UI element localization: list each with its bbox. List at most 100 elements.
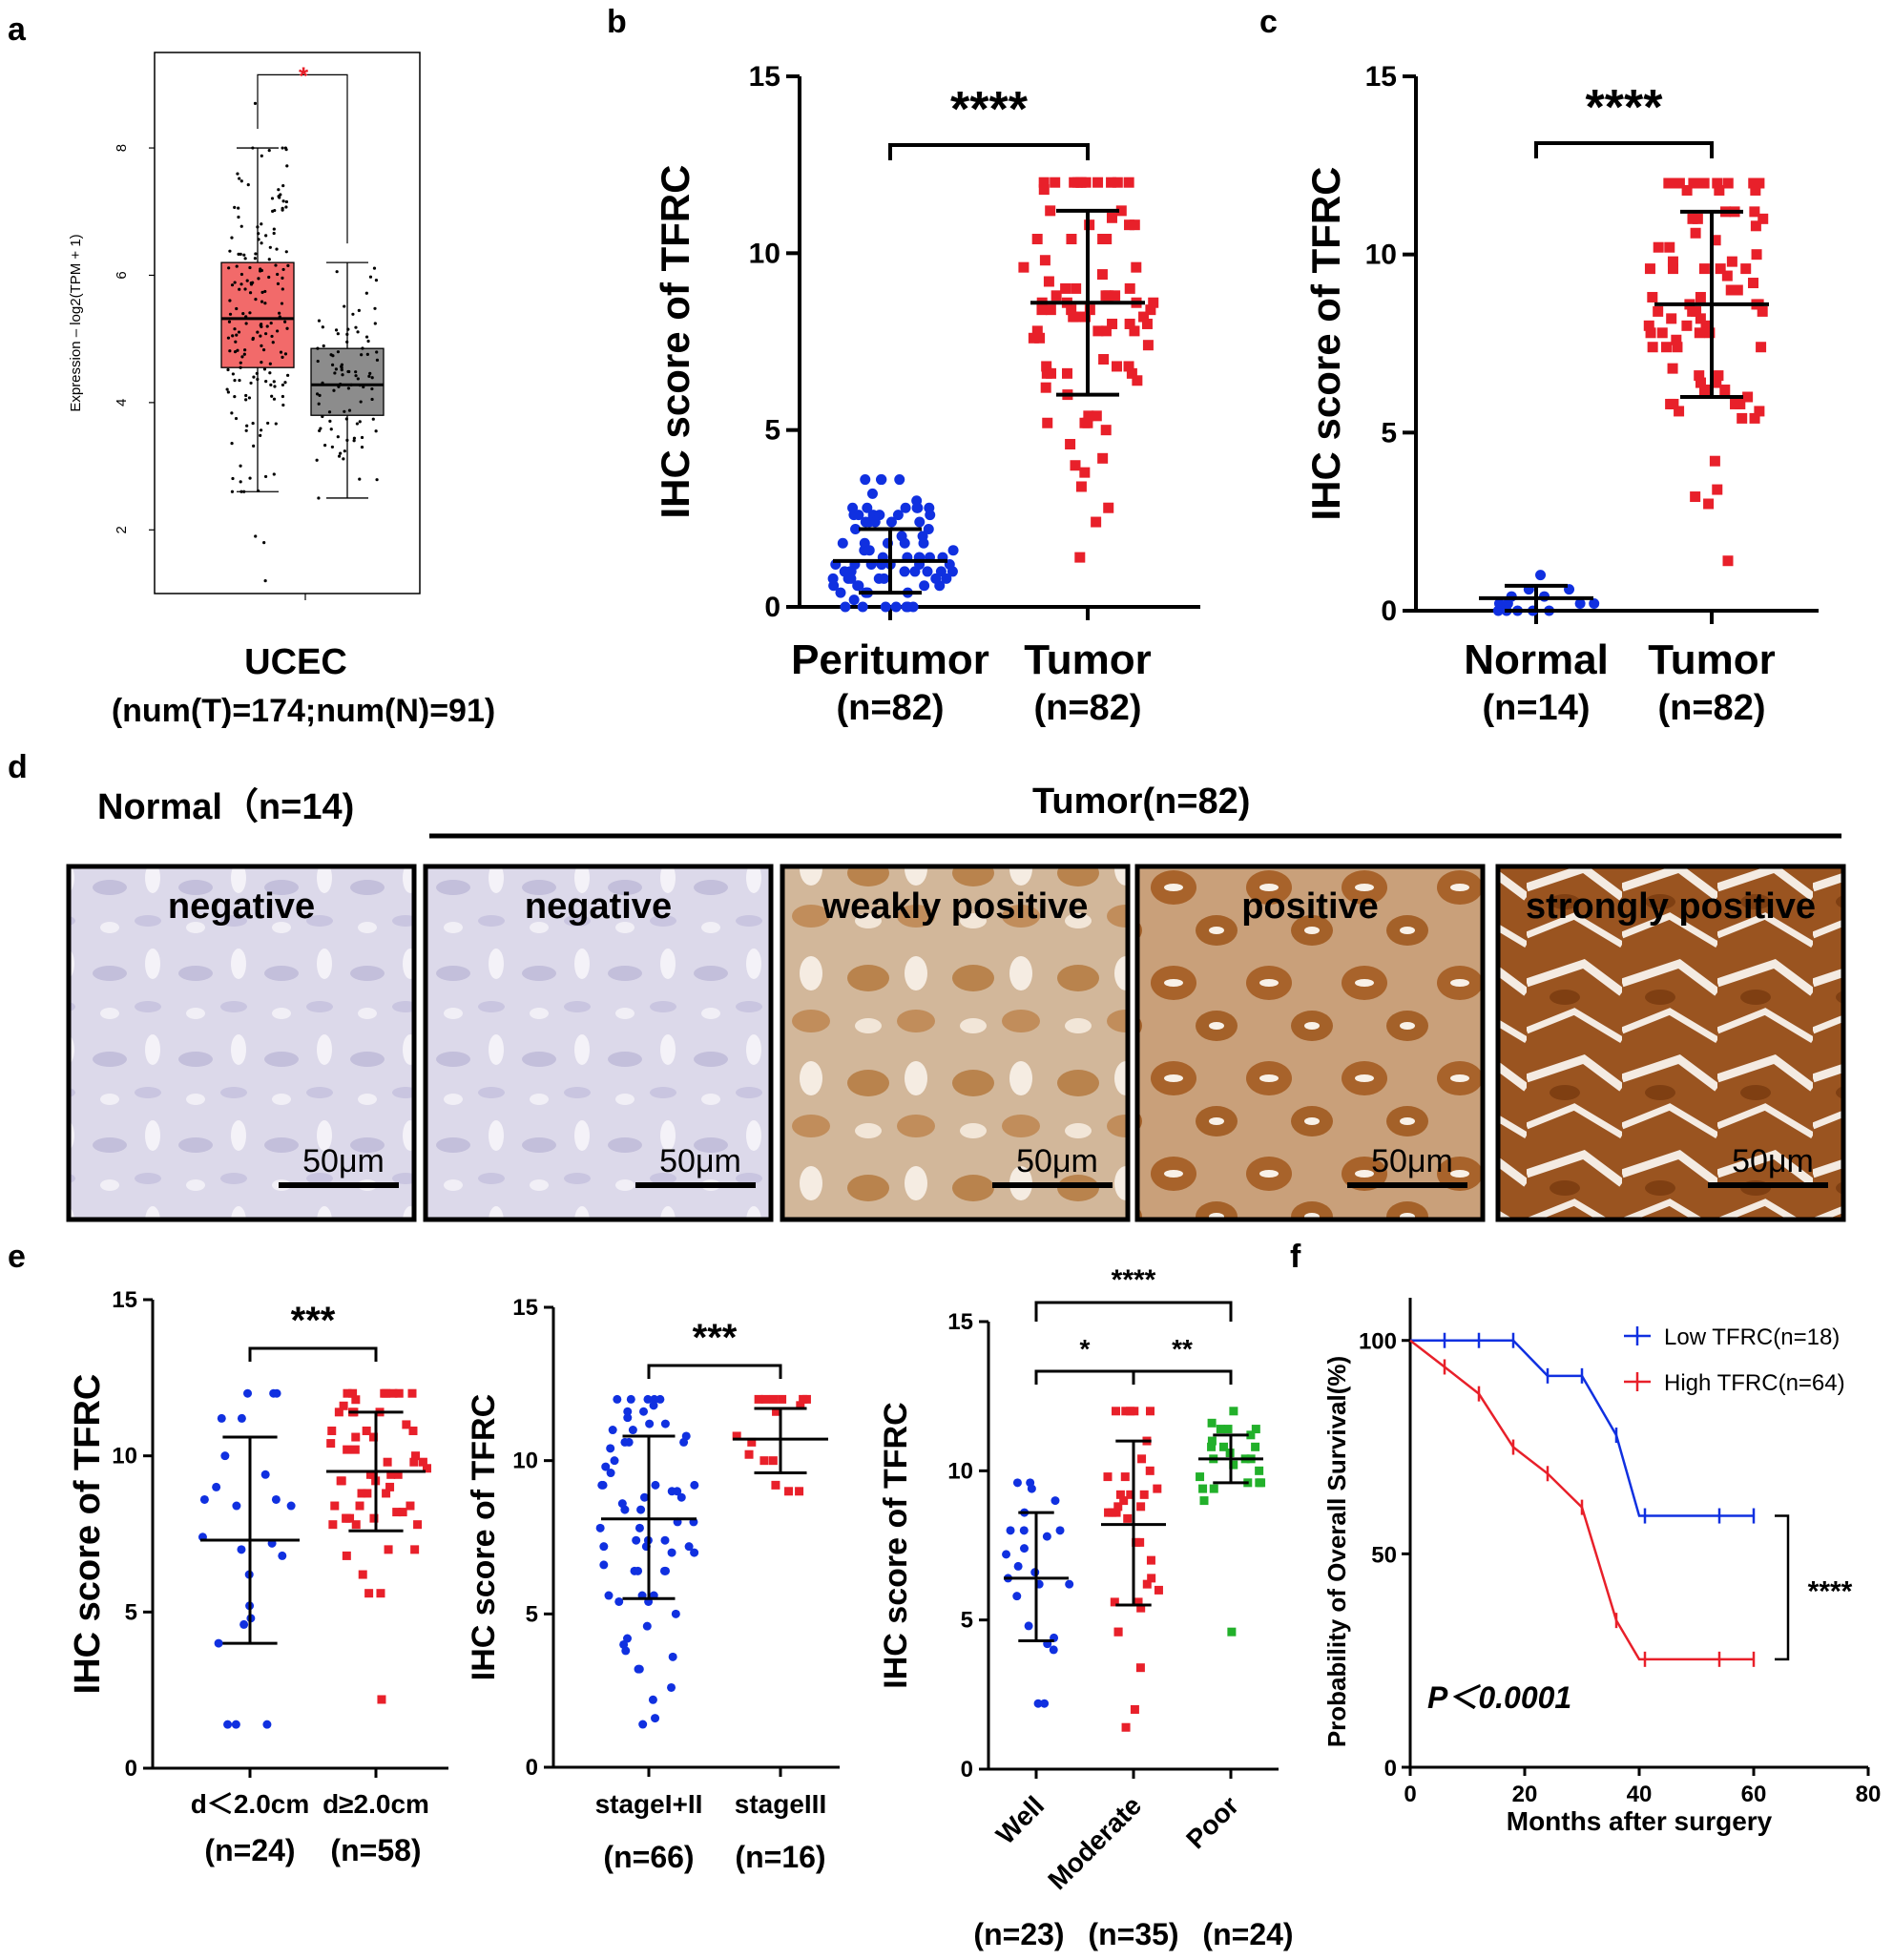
data-point (862, 502, 873, 513)
data-point (237, 206, 240, 210)
data-point (330, 1501, 340, 1511)
data-point (418, 1457, 427, 1467)
data-point (1698, 177, 1710, 189)
data-point (278, 311, 281, 315)
data-point (1668, 177, 1679, 189)
data-point (1138, 311, 1150, 323)
data-point (1129, 219, 1140, 231)
data-point (383, 1457, 392, 1467)
data-point (368, 371, 372, 375)
category-label: d≥2.0cm (322, 1789, 429, 1819)
data-point (363, 1489, 372, 1498)
data-point (1065, 1579, 1074, 1589)
data-point (1139, 1490, 1149, 1499)
outlier-point (254, 534, 258, 538)
data-point (606, 1469, 615, 1478)
data-point (271, 209, 275, 214)
scale-bar-label: 50μm (1371, 1143, 1453, 1179)
data-point (236, 348, 239, 352)
data-point (1115, 1490, 1125, 1499)
data-point (860, 516, 871, 528)
data-point (260, 1470, 270, 1479)
data-point (1535, 570, 1547, 581)
data-point (1079, 417, 1091, 428)
data-point (281, 276, 284, 281)
data-point (346, 327, 350, 331)
data-point (1643, 320, 1654, 331)
data-point (239, 224, 243, 228)
data-point (1119, 1496, 1129, 1506)
data-point (370, 376, 374, 380)
data-point (330, 363, 335, 367)
data-point (356, 330, 360, 334)
data-point (917, 531, 928, 542)
data-point (597, 1480, 607, 1490)
data-point (284, 250, 288, 254)
data-point (1110, 1597, 1119, 1607)
data-point (1055, 1526, 1065, 1535)
panel-label-b: b (607, 4, 627, 40)
data-point (270, 394, 274, 398)
data-point (1033, 1699, 1043, 1708)
data-point (342, 457, 345, 461)
data-point (1049, 1645, 1058, 1655)
data-point (242, 490, 246, 493)
data-point (370, 397, 374, 402)
data-point (274, 263, 278, 267)
significance-label: **** (1808, 1576, 1853, 1608)
data-point (286, 373, 290, 377)
y-tick-label: 0 (526, 1755, 538, 1781)
data-point (661, 1566, 671, 1575)
data-point (263, 302, 267, 305)
data-point (262, 367, 267, 371)
data-point (284, 199, 289, 204)
data-point (277, 188, 281, 192)
data-point (1079, 467, 1091, 478)
data-point (321, 325, 324, 329)
data-point (231, 476, 235, 481)
data-point (1758, 213, 1769, 224)
data-point (690, 1480, 699, 1490)
data-point (1123, 1513, 1133, 1523)
data-point (947, 545, 959, 556)
data-point (1104, 1508, 1113, 1517)
data-point (614, 1596, 624, 1606)
data-point (1742, 391, 1754, 403)
data-point (1653, 241, 1664, 253)
data-point (368, 1470, 378, 1479)
data-point (340, 365, 343, 369)
data-point (398, 1508, 407, 1517)
data-point (345, 340, 349, 344)
data-point (911, 495, 923, 507)
data-point (668, 1652, 677, 1661)
y-tick-label: 15 (749, 61, 780, 93)
data-point (885, 516, 897, 528)
data-point (226, 367, 230, 372)
data-point (364, 335, 369, 339)
data-point (1750, 220, 1761, 232)
data-point (251, 337, 255, 342)
significance-bracket (1034, 1301, 1233, 1322)
data-point (1084, 304, 1095, 316)
data-point (368, 275, 373, 279)
data-point (411, 1451, 421, 1461)
data-point (1719, 385, 1731, 396)
x-tick-label: 0 (1404, 1782, 1416, 1807)
ihc-tile-label: strongly positive (1526, 886, 1816, 927)
y-axis-label: IHC score of TFRC (68, 1374, 108, 1695)
data-point (1124, 282, 1135, 294)
data-point (1710, 235, 1721, 246)
data-point (244, 315, 248, 319)
data-point (272, 380, 276, 384)
data-point (732, 1431, 741, 1441)
data-point (1694, 370, 1705, 382)
y-tick-label: 0 (961, 1757, 973, 1783)
data-point (334, 1407, 343, 1417)
y-tick-label: 10 (112, 1444, 137, 1470)
data-point (660, 1419, 670, 1428)
data-point (1145, 1466, 1155, 1475)
data-point (1255, 1466, 1264, 1475)
category-label: Tumor (1024, 636, 1152, 683)
y-tick-label: 4 (114, 399, 130, 407)
data-point (1748, 177, 1759, 189)
